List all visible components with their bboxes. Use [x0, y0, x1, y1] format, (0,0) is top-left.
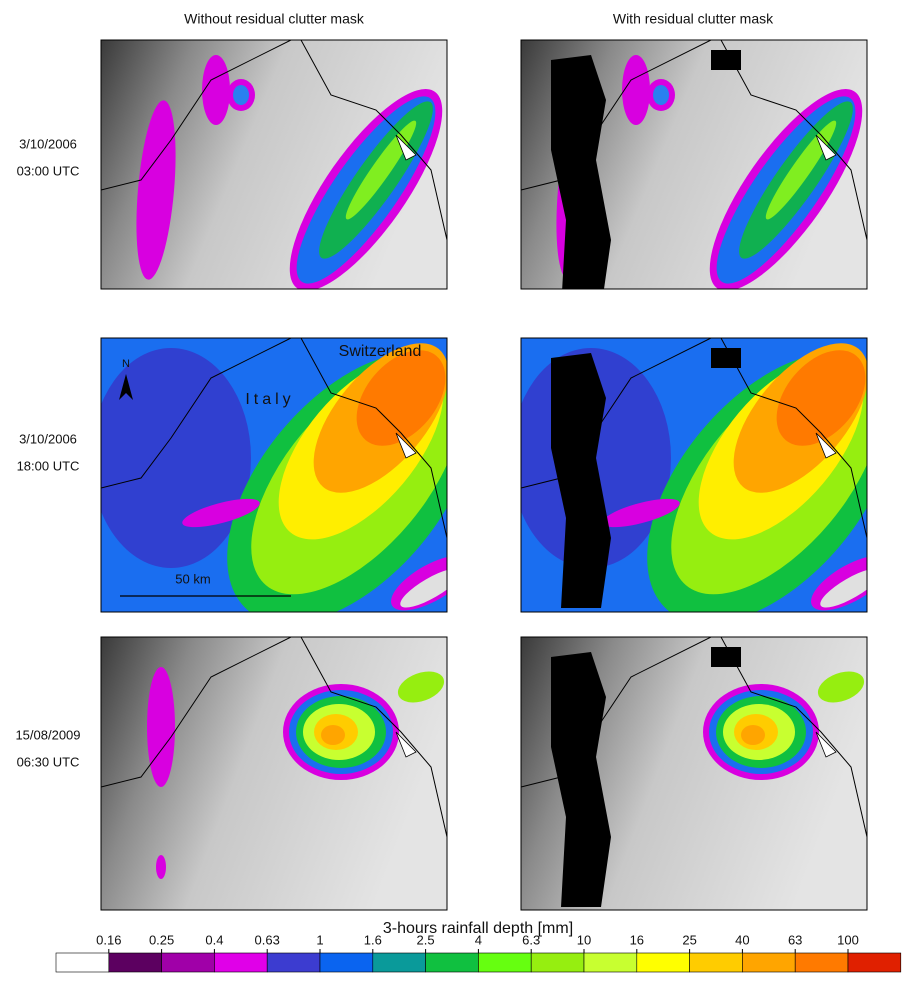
clutter-mask — [711, 50, 741, 70]
colorbar-tick-label: 25 — [682, 932, 696, 947]
map-content — [101, 637, 448, 910]
map-panel — [521, 40, 888, 311]
row-time: 03:00 UTC — [17, 163, 80, 178]
country-label: Italy — [245, 391, 294, 408]
rain-area — [741, 725, 765, 745]
colorbar-tick-label: 2.5 — [417, 932, 435, 947]
row-date: 3/10/2006 — [19, 431, 77, 446]
column-title: With residual clutter mask — [613, 11, 774, 27]
map-panel — [101, 40, 468, 311]
rain-area — [622, 55, 650, 125]
rain-area — [233, 85, 249, 105]
map-content — [521, 40, 888, 311]
colorbar-tick-label: 1.6 — [364, 932, 382, 947]
colorbar-tick-label: 0.63 — [255, 932, 280, 947]
rain-area — [321, 725, 345, 745]
map-panel — [101, 637, 448, 910]
colorbar-box — [742, 953, 795, 972]
colorbar-box — [690, 953, 743, 972]
north-label: N — [122, 358, 130, 370]
colorbar: 0.16 0.25 0.4 0.63 1 1.6 2.5 4 6.3 10 16 25 40 63 100 — [56, 932, 901, 972]
colorbar-box — [267, 953, 320, 972]
colorbar-box — [531, 953, 584, 972]
colorbar-tick-label: 0.4 — [205, 932, 223, 947]
colorbar-box — [795, 953, 848, 972]
colorbar-box — [214, 953, 267, 972]
column-title: Without residual clutter mask — [184, 11, 365, 27]
map-panel — [521, 637, 868, 910]
colorbar-box — [320, 953, 373, 972]
colorbar-box — [109, 953, 162, 972]
colorbar-tick-label: 1 — [316, 932, 323, 947]
row-time: 06:30 UTC — [17, 754, 80, 769]
map-content — [511, 308, 902, 669]
colorbar-box — [848, 953, 901, 972]
colorbar-tick-label: 0.25 — [149, 932, 174, 947]
colorbar-box — [56, 953, 109, 972]
map-content — [101, 40, 468, 311]
rain-area — [653, 85, 669, 105]
colorbar-box — [373, 953, 426, 972]
map-content — [521, 637, 868, 910]
map-panels — [91, 40, 902, 910]
country-label: Switzerland — [339, 343, 422, 360]
clutter-mask — [711, 647, 741, 667]
scale-label: 50 km — [175, 571, 210, 586]
colorbar-box — [584, 953, 637, 972]
row-time: 18:00 UTC — [17, 458, 80, 473]
colorbar-box — [426, 953, 479, 972]
rain-area — [147, 667, 175, 787]
rain-area — [202, 55, 230, 125]
colorbar-box — [162, 953, 215, 972]
row-date: 3/10/2006 — [19, 136, 77, 151]
map-content — [91, 308, 523, 669]
map-panel — [91, 308, 523, 669]
map-panel — [511, 308, 902, 669]
figure: Without residual clutter mask With resid… — [0, 0, 902, 981]
colorbar-tick-label: 100 — [837, 932, 859, 947]
colorbar-tick-label: 0.16 — [96, 932, 121, 947]
colorbar-tick-label: 4 — [475, 932, 482, 947]
colorbar-tick-label: 6.3 — [522, 932, 540, 947]
colorbar-tick-label: 40 — [735, 932, 749, 947]
clutter-mask — [711, 348, 741, 368]
colorbar-tick-label: 10 — [577, 932, 591, 947]
rain-area — [91, 348, 251, 568]
row-date: 15/08/2009 — [15, 727, 80, 742]
rain-area — [156, 855, 166, 879]
colorbar-box — [478, 953, 531, 972]
colorbar-tick-label: 63 — [788, 932, 802, 947]
colorbar-tick-label: 16 — [630, 932, 644, 947]
colorbar-box — [637, 953, 690, 972]
